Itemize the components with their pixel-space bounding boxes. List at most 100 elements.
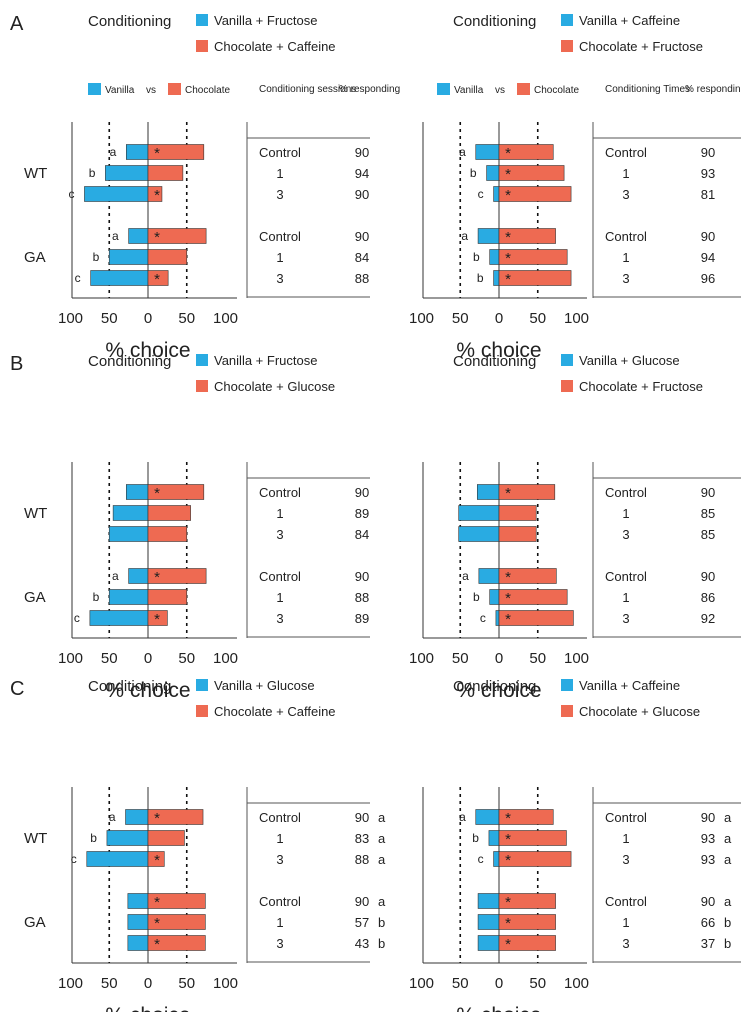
- bar-vanilla: [128, 568, 149, 584]
- bar-vanilla: [493, 186, 500, 202]
- x-tick-label: 100: [409, 310, 434, 327]
- table-row-label: 3: [622, 187, 629, 202]
- table-percent: 89: [355, 611, 369, 626]
- bar-vanilla: [475, 144, 500, 160]
- legend-swatch-chocolate: [561, 380, 573, 392]
- x-tick-label: 50: [452, 650, 469, 667]
- table-percent: 94: [701, 250, 715, 265]
- table-significance: b: [724, 915, 731, 930]
- bar-chocolate: [147, 851, 165, 867]
- table-row-label: 3: [276, 936, 283, 951]
- table-row-label: Control: [605, 569, 647, 584]
- bar-vanilla: [108, 589, 149, 605]
- table-percent: 90: [701, 810, 715, 825]
- x-tick-label: 100: [564, 650, 589, 667]
- legend-swatch-chocolate: [561, 705, 573, 717]
- bar-chocolate: [147, 165, 184, 181]
- bar-letter: b: [470, 166, 477, 180]
- x-tick-label: 0: [495, 310, 503, 327]
- table-row-label: Control: [259, 894, 301, 909]
- bar-vanilla: [84, 186, 149, 202]
- bar-chocolate: [147, 144, 205, 160]
- conditioning-label: Conditioning: [453, 678, 536, 695]
- bar-vanilla: [90, 270, 149, 286]
- x-axis-label: % choice: [105, 339, 190, 362]
- bar-letter: c: [480, 611, 486, 625]
- bar-vanilla: [108, 249, 149, 265]
- table-significance: a: [724, 831, 732, 846]
- significance-star: *: [154, 915, 160, 932]
- conditioning-label: Conditioning: [453, 353, 536, 370]
- legend-swatch-vanilla: [561, 679, 573, 691]
- bar-vanilla: [126, 484, 149, 500]
- table-significance: a: [724, 852, 732, 867]
- panel-5: C Conditioning Vanilla + Glucose Chocolate …: [10, 678, 386, 1012]
- bar-letter: a: [109, 810, 116, 824]
- table-row-label: 1: [276, 915, 283, 930]
- bar-vanilla: [476, 484, 500, 500]
- x-tick-label: 100: [564, 975, 589, 992]
- table-significance: a: [724, 810, 732, 825]
- bar-letter: c: [68, 187, 74, 201]
- panel-3: B Conditioning Vanilla + Fructose Chocolate…: [10, 353, 370, 702]
- bar-chocolate: [147, 568, 207, 584]
- table-row-label: 3: [276, 852, 283, 867]
- significance-star: *: [505, 250, 511, 267]
- bar-letter: a: [459, 810, 466, 824]
- bar-vanilla: [477, 914, 500, 930]
- significance-star: *: [154, 611, 160, 628]
- x-tick-label: 50: [178, 310, 195, 327]
- table-row-label: 3: [276, 271, 283, 286]
- bar-vanilla: [475, 809, 500, 825]
- bar-legend-vanilla: Vanilla: [105, 85, 135, 96]
- significance-star: *: [154, 229, 160, 246]
- x-tick-label: 50: [101, 650, 118, 667]
- table-row-label: 1: [622, 506, 629, 521]
- bar-chocolate: [147, 610, 168, 626]
- table-percent: 90: [701, 894, 715, 909]
- bar-letter: c: [75, 271, 81, 285]
- table-percent: 84: [355, 527, 369, 542]
- x-tick-label: 50: [101, 975, 118, 992]
- group-label-wt: WT: [24, 165, 47, 182]
- significance-star: *: [505, 915, 511, 932]
- table-header-responding: % responding: [339, 84, 400, 95]
- table-header-conditioning: Conditioning Times: [605, 84, 690, 95]
- legend-label-chocolate: Chocolate + Glucose: [579, 704, 700, 719]
- table-header-conditioning: Conditioning sessions: [259, 84, 356, 95]
- x-tick-label: 50: [178, 975, 195, 992]
- table-row-label: Control: [605, 229, 647, 244]
- group-label-ga: GA: [24, 589, 46, 606]
- significance-star: *: [505, 852, 511, 869]
- table-row-label: Control: [605, 485, 647, 500]
- bar-vanilla: [105, 165, 149, 181]
- significance-star: *: [154, 271, 160, 288]
- table-row-label: Control: [259, 569, 301, 584]
- legend-label-vanilla: Vanilla + Glucose: [214, 678, 315, 693]
- table-percent: 90: [701, 229, 715, 244]
- bar-chocolate: [147, 935, 206, 951]
- bar-vanilla: [486, 165, 500, 181]
- table-percent: 96: [701, 271, 715, 286]
- table-percent: 93: [701, 166, 715, 181]
- bar-chocolate: [498, 851, 572, 867]
- x-axis-label: % choice: [456, 339, 541, 362]
- significance-star: *: [505, 187, 511, 204]
- table-percent: 90: [355, 810, 369, 825]
- table-percent: 94: [355, 166, 369, 181]
- table-row-label: 1: [622, 831, 629, 846]
- group-label-ga: GA: [24, 914, 46, 931]
- bar-chocolate: [147, 809, 204, 825]
- table-row-label: Control: [259, 810, 301, 825]
- table-percent: 86: [701, 590, 715, 605]
- bar-legend-vs: vs: [146, 85, 156, 96]
- legend-swatch-vanilla: [561, 354, 573, 366]
- legend-swatch-vanilla: [561, 14, 573, 26]
- table-row-label: Control: [605, 145, 647, 160]
- table-row-label: Control: [605, 810, 647, 825]
- bar-letter: c: [74, 611, 80, 625]
- table-row-label: 1: [276, 831, 283, 846]
- significance-star: *: [505, 936, 511, 953]
- significance-star: *: [505, 611, 511, 628]
